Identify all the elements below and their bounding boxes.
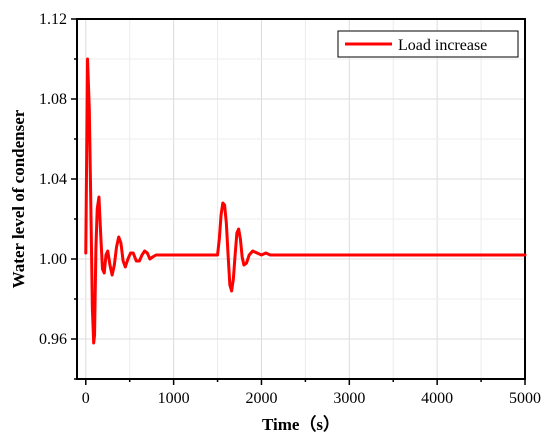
x-tick-label: 1000 bbox=[158, 390, 190, 407]
x-tick-label: 0 bbox=[82, 390, 90, 407]
y-tick-label: 1.08 bbox=[39, 91, 67, 108]
y-tick-label: 1.12 bbox=[39, 11, 67, 28]
x-tick-label: 5000 bbox=[509, 390, 541, 407]
x-axis-title: Time（s） bbox=[262, 414, 340, 434]
grid-lines bbox=[77, 18, 526, 380]
plot-area-frame bbox=[76, 18, 526, 380]
y-tick-label: 1.00 bbox=[39, 251, 67, 268]
data-series bbox=[84, 57, 527, 345]
legend-label: Load increase bbox=[398, 37, 487, 54]
x-tick-label: 2000 bbox=[245, 390, 277, 407]
series-line bbox=[84, 57, 527, 345]
y-axis-ticks: 0.96 1.00 1.04 1.08 1.12 bbox=[39, 11, 77, 380]
legend: Load increase bbox=[337, 30, 519, 58]
x-tick-label: 4000 bbox=[421, 390, 453, 407]
y-tick-label: 1.04 bbox=[39, 171, 67, 188]
x-axis-ticks: 0 1000 2000 3000 4000 5000 bbox=[82, 379, 541, 407]
x-tick-label: 3000 bbox=[333, 390, 365, 407]
y-tick-label: 0.96 bbox=[39, 331, 67, 348]
y-axis-title: Water level of condenser bbox=[9, 109, 28, 288]
